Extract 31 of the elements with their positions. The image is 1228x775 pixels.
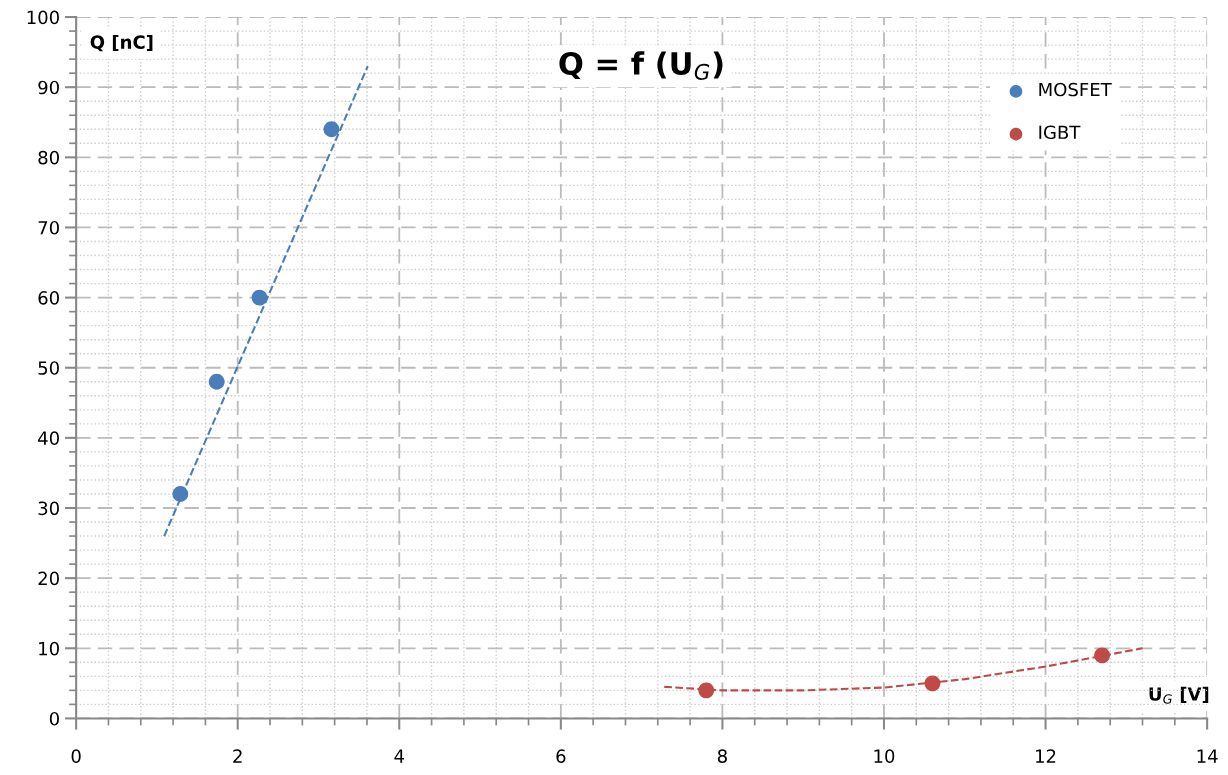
y-tick-label: 30 [38,501,59,516]
x-tick-label: 8 [717,749,727,763]
y-tick-label: 40 [38,431,59,445]
x-tick-label: 10 [874,749,895,763]
point [251,289,268,306]
point [924,675,941,692]
y-tick-label: 100 [27,10,59,25]
text: Q = f (U$_{G}$) [559,51,723,80]
y-tick-label: 10 [39,641,59,656]
y-tick-label: 0 [49,711,59,726]
point [323,121,340,138]
y-tick-label: 70 [38,220,59,235]
x-tick-label: 6 [556,749,566,763]
x-tick-label: 0 [71,749,81,763]
x-axis-title: U$_{G}$ [V] [1149,686,1209,704]
point [698,682,715,699]
y-tick-label: 80 [38,150,59,165]
point [172,486,189,502]
legend-label: IGBT [1039,125,1081,140]
x-tick-label: 12 [1036,749,1056,763]
y-axis-title: Q [nC] [90,34,153,52]
y-tick-label: 60 [38,291,59,305]
y-tick-label: 50 [38,361,59,375]
x-tick-label: 14 [1197,749,1218,763]
y-tick-label: 90 [38,80,59,95]
x-tick-label: 4 [394,749,405,763]
point [1094,647,1111,664]
y-tick-label: 20 [38,571,59,586]
point [208,373,225,390]
legend-label: MOSFET [1039,82,1112,97]
x-tick-label: 2 [233,749,242,763]
